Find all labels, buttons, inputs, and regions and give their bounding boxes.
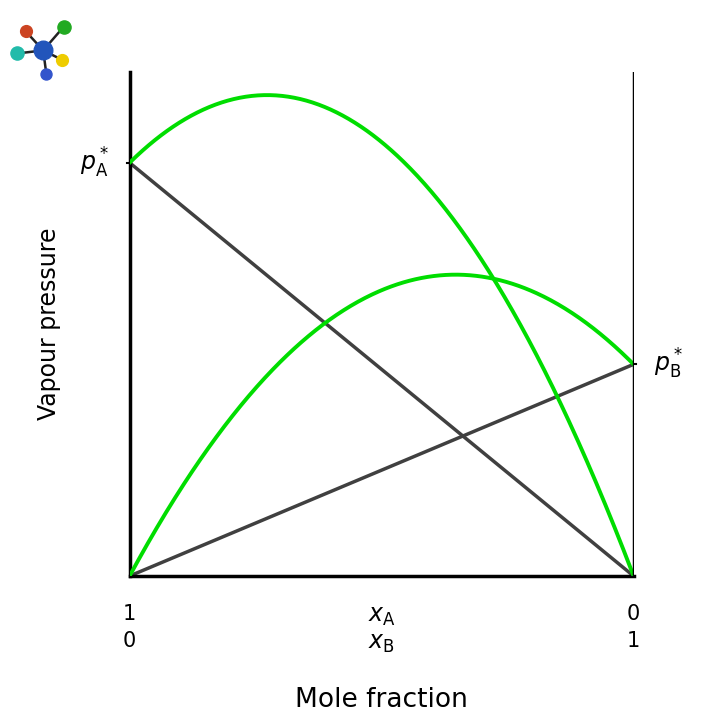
Point	[11, 48, 22, 59]
Point	[56, 54, 68, 66]
Text: 0: 0	[627, 603, 640, 624]
Point	[20, 26, 32, 37]
Text: $p_\mathrm{B}^*$: $p_\mathrm{B}^*$	[654, 347, 683, 382]
Text: 0: 0	[123, 631, 136, 652]
Text: 1: 1	[123, 603, 136, 624]
Text: $x_\mathrm{A}$: $x_\mathrm{A}$	[368, 603, 395, 628]
Text: $p_\mathrm{A}^*$: $p_\mathrm{A}^*$	[81, 145, 109, 180]
Text: $x_\mathrm{B}$: $x_\mathrm{B}$	[368, 631, 395, 655]
Point	[40, 68, 52, 79]
Text: Vapour pressure: Vapour pressure	[37, 228, 61, 420]
Text: 1: 1	[627, 631, 640, 652]
Text: Mole fraction: Mole fraction	[295, 687, 468, 713]
Point	[58, 21, 69, 32]
Point	[37, 45, 49, 56]
